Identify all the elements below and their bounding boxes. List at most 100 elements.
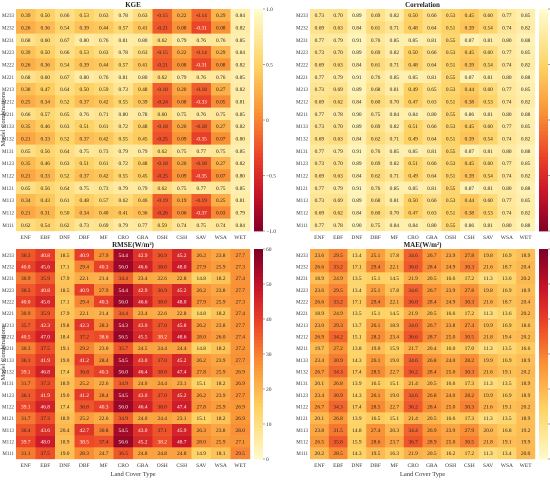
heatmap-cell bbox=[172, 424, 192, 436]
cell-value-label: 33.2 bbox=[333, 300, 343, 306]
cell-value-label: 0.82 bbox=[390, 13, 400, 19]
cell-value-label: 54.4 bbox=[119, 288, 129, 294]
heatmap-cell bbox=[497, 307, 517, 320]
cell-value-label: 0.54 bbox=[483, 26, 493, 32]
colorbar-tick-label: 1.0 bbox=[266, 7, 273, 13]
row-tick-label: M222 bbox=[2, 64, 14, 69]
cell-value-label: 0.47 bbox=[408, 211, 418, 217]
heatmap-cell bbox=[366, 83, 386, 96]
heatmap-cell bbox=[230, 181, 251, 195]
row-tick-label: M212 bbox=[2, 101, 14, 106]
cell-value-label: 22.6 bbox=[99, 381, 109, 387]
colorbar-segment bbox=[539, 190, 548, 195]
heatmap-cell bbox=[191, 249, 212, 261]
cell-value-label: 23.9 bbox=[446, 253, 456, 259]
heatmap-cell bbox=[94, 295, 114, 308]
colorbar-segment bbox=[539, 448, 548, 453]
cell-value-label: 30.5 bbox=[465, 440, 475, 446]
cell-value-label: 0.79 bbox=[177, 75, 187, 81]
cell-value-label: 23.1 bbox=[177, 416, 187, 422]
heatmap-cell bbox=[55, 272, 75, 285]
cell-value-label: 33.2 bbox=[333, 265, 343, 271]
cell-value-label: 0.88 bbox=[521, 75, 531, 81]
heatmap-cell bbox=[211, 206, 231, 219]
heatmap-cell bbox=[35, 144, 56, 158]
cell-value-label: 20.1 bbox=[315, 381, 325, 387]
heatmap-cell bbox=[385, 70, 404, 84]
cell-value-label: 35.7 bbox=[21, 323, 31, 329]
colorbar-segment bbox=[539, 86, 548, 91]
colorbar-segment bbox=[539, 149, 548, 154]
cell-value-label: 0.49 bbox=[408, 174, 418, 180]
cell-value-label: 18.9 bbox=[521, 288, 531, 294]
heatmap-cell bbox=[497, 389, 517, 401]
heatmap-cell bbox=[113, 144, 134, 158]
colorbar-segment bbox=[254, 138, 263, 143]
heatmap-cell bbox=[113, 95, 134, 108]
heatmap-cell bbox=[385, 400, 404, 413]
cell-value-label: 0.74 bbox=[502, 100, 512, 106]
cell-value-label: 0.50 bbox=[41, 50, 51, 56]
column-tick-label: ENF bbox=[21, 463, 31, 469]
heatmap-cell bbox=[328, 260, 348, 273]
cell-value-label: 26.3 bbox=[197, 428, 207, 434]
heatmap-cell bbox=[516, 447, 536, 460]
heatmap-cell bbox=[133, 295, 153, 308]
cell-value-label: 18.9 bbox=[521, 393, 531, 399]
colorbar-segment bbox=[254, 420, 263, 425]
colorbar-segment bbox=[539, 287, 548, 292]
heatmap-cell bbox=[55, 120, 75, 133]
cell-value-label: 0.61 bbox=[60, 198, 70, 204]
cell-value-label: 23.8 bbox=[216, 428, 226, 434]
cell-value-label: 17.9 bbox=[60, 276, 70, 282]
heatmap-cell bbox=[74, 206, 95, 219]
heatmap-cell bbox=[441, 365, 461, 378]
colorbar-segment bbox=[539, 441, 548, 446]
cell-value-label: 0.80 bbox=[80, 38, 90, 44]
heatmap-cell bbox=[55, 218, 75, 232]
cell-value-label: 19.1 bbox=[60, 346, 70, 352]
cell-value-label: 56.0 bbox=[119, 265, 129, 271]
colorbar-segment bbox=[539, 308, 548, 313]
colorbar-segment bbox=[539, 403, 548, 407]
row-tick-label: M112 bbox=[296, 212, 308, 217]
heatmap-cell bbox=[497, 354, 517, 366]
cell-value-label: 45.2 bbox=[177, 358, 187, 364]
heatmap-cell bbox=[478, 272, 498, 285]
heatmap-cell bbox=[328, 33, 348, 47]
cell-value-label: 45.2 bbox=[177, 393, 187, 399]
heatmap-cell bbox=[478, 33, 498, 47]
cell-value-label: 31.5 bbox=[333, 428, 343, 434]
cell-value-label: 0.52 bbox=[60, 137, 70, 143]
colorbar-segment bbox=[254, 149, 263, 154]
cell-value-label: 0.33 bbox=[41, 137, 51, 143]
cell-value-label: 0.63 bbox=[60, 161, 70, 167]
cell-value-label: 0.21 bbox=[21, 137, 31, 143]
heatmap-cell bbox=[497, 95, 517, 108]
cell-value-label: 16.9 bbox=[502, 288, 512, 294]
heatmap-cell bbox=[347, 295, 367, 308]
cell-value-label: 13.6 bbox=[502, 276, 512, 282]
colorbar-segment bbox=[254, 410, 263, 414]
heatmap-cell bbox=[211, 107, 231, 121]
cell-value-label: 36.8 bbox=[80, 405, 90, 411]
colorbar-segment bbox=[254, 280, 263, 285]
colorbar-segment bbox=[539, 179, 548, 184]
cell-value-label: 22.1 bbox=[80, 311, 90, 317]
cell-value-label: 0.22 bbox=[177, 13, 187, 19]
heatmap-cell bbox=[328, 272, 348, 285]
cell-value-label: 22.6 bbox=[99, 416, 109, 422]
column-tick-label: GRA bbox=[137, 235, 149, 241]
cell-value-label: 0.55 bbox=[119, 100, 129, 106]
heatmap-cell bbox=[310, 249, 329, 261]
heatmap-cell bbox=[172, 389, 192, 401]
heatmap-cell bbox=[497, 447, 517, 460]
cell-value-label: 24.9 bbox=[446, 300, 456, 306]
heatmap-cell bbox=[478, 144, 498, 158]
heatmap-cell bbox=[35, 249, 56, 261]
heatmap-cell bbox=[328, 354, 348, 366]
cell-value-label: 0.84 bbox=[236, 223, 246, 229]
cell-value-label: 0.59 bbox=[158, 223, 168, 229]
colorbar-segment bbox=[539, 49, 548, 54]
heatmap-cell bbox=[94, 354, 114, 366]
